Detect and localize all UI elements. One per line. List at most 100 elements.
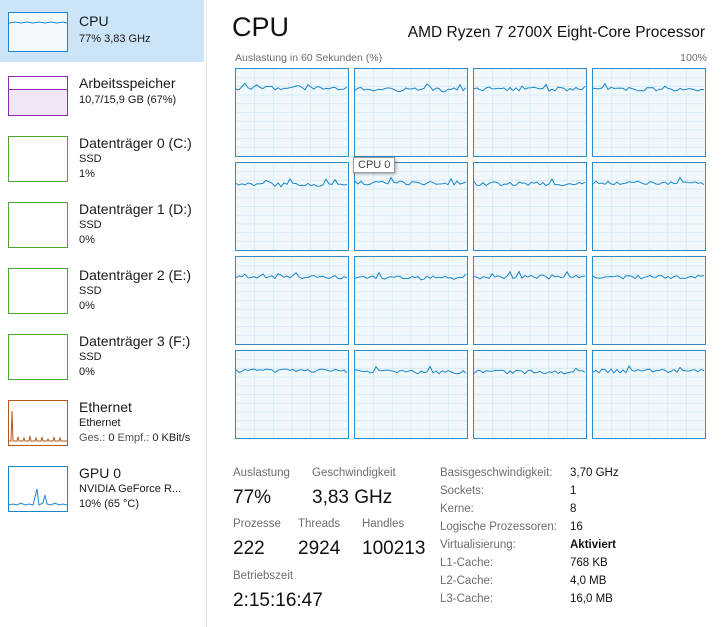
sidebar-item-gpu-model: NVIDIA GeForce R... bbox=[79, 483, 182, 495]
core-graph-10-plot bbox=[474, 257, 586, 344]
core-graph-0[interactable] bbox=[235, 68, 349, 157]
sockets-value: 1 bbox=[570, 485, 577, 497]
core-graph-6-line bbox=[474, 177, 586, 187]
core-graph-12-line bbox=[236, 368, 348, 374]
core-graph-2-plot bbox=[474, 69, 586, 156]
core-graph-4[interactable] bbox=[235, 162, 349, 251]
virtualization-label: Virtualisierung: bbox=[440, 539, 516, 551]
core-graph-7[interactable] bbox=[592, 162, 706, 251]
core-graph-10[interactable] bbox=[473, 256, 587, 345]
sidebar-item-gpu-title: GPU 0 bbox=[79, 465, 122, 481]
core-graph-3-line bbox=[593, 82, 704, 92]
sidebar-item-cpu[interactable]: CPU 77% 3,83 GHz bbox=[0, 0, 204, 62]
sidebar-item-disk-2[interactable]: Datenträger 2 (E:) SSD 0% bbox=[0, 264, 204, 326]
sidebar-item-gpu-usage: 10% (65 °C) bbox=[79, 498, 140, 510]
core-graph-8[interactable] bbox=[235, 256, 349, 345]
core-graph-6[interactable] bbox=[473, 162, 587, 251]
logical-processors-value: 16 bbox=[570, 521, 583, 533]
sidebar-item-gpu[interactable]: GPU 0 NVIDIA GeForce R... 10% (65 °C) bbox=[0, 462, 204, 524]
sidebar-item-disk-1[interactable]: Datenträger 1 (D:) SSD 0% bbox=[0, 198, 204, 260]
l1-cache-value: 768 KB bbox=[570, 557, 608, 569]
core-graph-14-line bbox=[474, 367, 586, 375]
sidebar-item-cpu-detail: 77% 3,83 GHz bbox=[79, 33, 151, 45]
core-graph-1[interactable] bbox=[354, 68, 468, 157]
ethernet-thumbnail-line bbox=[9, 410, 67, 442]
utilization-value: 77% bbox=[233, 487, 272, 508]
core-graph-13[interactable] bbox=[354, 350, 468, 439]
speed-label: Geschwindigkeit bbox=[312, 467, 396, 479]
core-graph-1-line bbox=[355, 83, 467, 93]
core-graph-8-line bbox=[236, 271, 348, 280]
core-tooltip: CPU 0 bbox=[353, 157, 396, 173]
core-graph-7-plot bbox=[593, 163, 705, 250]
sidebar-item-disk-3-usage: 0% bbox=[79, 366, 95, 378]
core-graph-5-plot bbox=[355, 163, 467, 250]
sidebar: CPU 77% 3,83 GHz Arbeitsspeicher 10,7/15… bbox=[0, 0, 206, 627]
core-graph-12-plot bbox=[236, 351, 348, 438]
core-graph-14-plot bbox=[474, 351, 586, 438]
core-graph-7-line bbox=[593, 176, 705, 186]
cores-label: Kerne: bbox=[440, 503, 474, 515]
core-graph-2-line bbox=[474, 83, 586, 92]
sidebar-item-disk-3-title: Datenträger 3 (F:) bbox=[79, 333, 191, 349]
memory-thumbnail-graph bbox=[8, 76, 68, 116]
sidebar-item-disk-0-usage: 1% bbox=[79, 168, 95, 180]
uptime-label: Betriebszeit bbox=[233, 570, 294, 582]
logical-processors-label: Logische Prozessoren: bbox=[440, 521, 557, 533]
core-graph-15[interactable] bbox=[592, 350, 706, 439]
sidebar-item-disk-0[interactable]: Datenträger 0 (C:) SSD 1% bbox=[0, 132, 204, 194]
core-graph-15-plot bbox=[593, 351, 705, 438]
cores-value: 8 bbox=[570, 503, 577, 515]
speed-value: 3,83 GHz bbox=[312, 487, 393, 508]
uptime-value: 2:15:16:47 bbox=[233, 590, 323, 611]
sidebar-item-disk-3-type: SSD bbox=[79, 351, 102, 363]
core-graph-9-line bbox=[355, 271, 467, 281]
core-graph-0-plot bbox=[236, 69, 348, 156]
handles-label: Handles bbox=[362, 518, 405, 530]
sockets-label: Sockets: bbox=[440, 485, 485, 497]
sidebar-item-ethernet[interactable]: Ethernet Ethernet Ges.: 0 Empf.: 0 KBit/… bbox=[0, 396, 204, 458]
core-graph-8-plot bbox=[236, 257, 348, 344]
core-graph-13-line bbox=[355, 365, 467, 375]
sidebar-item-disk-2-usage: 0% bbox=[79, 300, 95, 312]
core-graph-0-line bbox=[236, 82, 348, 91]
core-graph-3[interactable] bbox=[592, 68, 706, 157]
sidebar-item-memory[interactable]: Arbeitsspeicher 10,7/15,9 GB (67%) bbox=[0, 66, 204, 128]
sidebar-item-disk-3[interactable]: Datenträger 3 (F:) SSD 0% bbox=[0, 330, 204, 392]
disk-1-thumbnail-graph bbox=[8, 202, 68, 248]
graph-max-label: 100% bbox=[680, 52, 707, 64]
sidebar-item-memory-detail: 10,7/15,9 GB (67%) bbox=[79, 94, 177, 106]
core-graph-14[interactable] bbox=[473, 350, 587, 439]
l3-cache-value: 16,0 MB bbox=[570, 593, 613, 605]
cpu-detail-panel: CPU AMD Ryzen 7 2700X Eight-Core Process… bbox=[220, 0, 727, 627]
core-graph-5[interactable] bbox=[354, 162, 468, 251]
base-speed-label: Basisgeschwindigkeit: bbox=[440, 467, 553, 479]
sidebar-item-disk-2-title: Datenträger 2 (E:) bbox=[79, 267, 192, 283]
sidebar-item-disk-0-type: SSD bbox=[79, 153, 102, 165]
core-graph-12[interactable] bbox=[235, 350, 349, 439]
core-graph-9-plot bbox=[355, 257, 467, 344]
sidebar-item-disk-2-type: SSD bbox=[79, 285, 102, 297]
sidebar-item-ethernet-title: Ethernet bbox=[79, 399, 132, 415]
core-graph-9[interactable] bbox=[354, 256, 468, 345]
core-graph-4-line bbox=[236, 178, 348, 188]
core-graph-3-plot bbox=[593, 69, 705, 156]
core-graph-6-plot bbox=[474, 163, 586, 250]
disk-0-thumbnail-graph bbox=[8, 136, 68, 182]
cpu-thumbnail-graph bbox=[8, 12, 68, 52]
virtualization-value: Aktiviert bbox=[570, 539, 617, 551]
disk-2-thumbnail-graph bbox=[8, 268, 68, 314]
core-graph-2[interactable] bbox=[473, 68, 587, 157]
handles-value: 100213 bbox=[362, 538, 426, 559]
ethernet-send-label: Ges.: bbox=[79, 432, 109, 444]
cpu-thumbnail-line bbox=[8, 21, 68, 24]
core-graph-11[interactable] bbox=[592, 256, 706, 345]
utilization-label: Auslastung bbox=[233, 467, 290, 479]
sidebar-item-memory-title: Arbeitsspeicher bbox=[79, 75, 176, 91]
core-graph-15-line bbox=[593, 364, 705, 374]
l2-cache-label: L2-Cache: bbox=[440, 575, 494, 587]
core-graph-4-plot bbox=[236, 163, 348, 250]
cpu-model-name: AMD Ryzen 7 2700X Eight-Core Processor bbox=[407, 24, 705, 41]
sidebar-item-ethernet-adapter: Ethernet bbox=[79, 417, 121, 429]
sidebar-item-cpu-title: CPU bbox=[79, 13, 109, 29]
